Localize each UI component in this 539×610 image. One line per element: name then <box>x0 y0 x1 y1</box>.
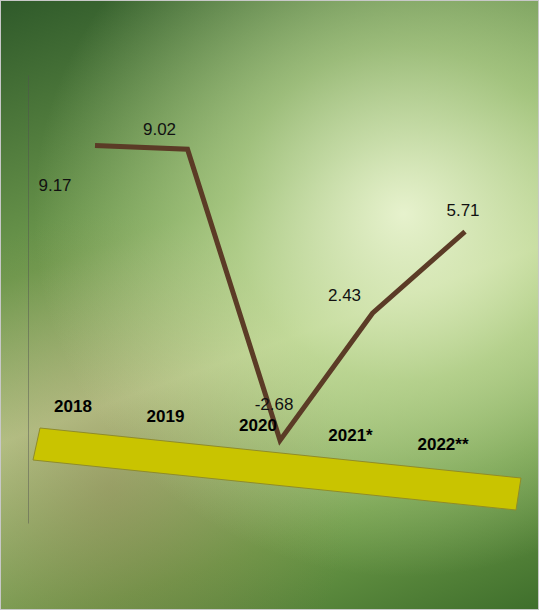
floor <box>33 428 521 510</box>
data-label: 2.43 <box>328 286 361 305</box>
data-label: -2.68 <box>255 395 294 414</box>
data-label: 9.17 <box>38 176 71 195</box>
plot-area <box>95 145 465 440</box>
x-tick-label: 2022** <box>417 435 468 454</box>
data-labels: 9.17 9.02 -2.68 2.43 5.71 <box>38 120 479 414</box>
x-tick-label: 2020 <box>239 416 277 435</box>
chart: 2018 2019 2020 2021* 2022** 9.17 9.02 -2.68 2.43… <box>0 0 539 610</box>
y-axis <box>28 76 29 524</box>
line <box>95 145 465 440</box>
data-label: 5.71 <box>446 201 479 220</box>
y-axis-line <box>28 76 29 524</box>
x-tick-label: 2021* <box>328 426 373 445</box>
x-tick-label: 2018 <box>54 397 92 416</box>
background <box>0 0 539 610</box>
data-label: 9.02 <box>143 120 176 139</box>
x-tick-label: 2019 <box>147 407 185 426</box>
